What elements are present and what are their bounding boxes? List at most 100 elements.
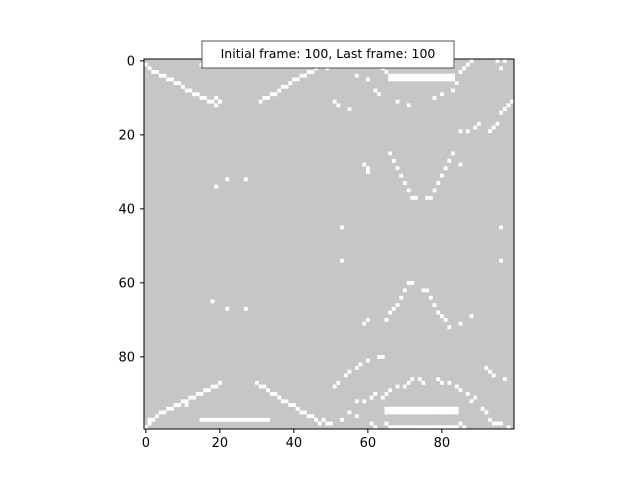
heatmap-cell — [214, 417, 219, 422]
heatmap-cell — [354, 399, 359, 404]
heatmap-cell — [417, 377, 422, 382]
heatmap-cell — [303, 73, 307, 78]
heatmap-cell — [366, 318, 370, 322]
heatmap-cell — [410, 195, 415, 200]
heatmap-cell — [203, 417, 208, 422]
heatmap-cell — [247, 417, 252, 422]
heatmap-cell — [284, 399, 289, 404]
heatmap-cell — [354, 366, 359, 370]
heatmap-cell — [373, 392, 378, 396]
heatmap-cell — [288, 403, 293, 407]
heatmap-cell — [495, 59, 500, 63]
heatmap-cell — [440, 314, 444, 319]
heatmap-cell — [417, 410, 422, 415]
heatmap-cell — [414, 425, 418, 430]
heatmap-cell — [443, 410, 448, 415]
heatmap-cell — [292, 403, 296, 407]
heatmap-cell — [188, 88, 193, 93]
heatmap-cell — [325, 421, 330, 426]
heatmap-cell — [395, 384, 400, 389]
heatmap-cell — [332, 384, 337, 389]
heatmap-cell — [440, 425, 444, 430]
heatmap-cell — [436, 181, 441, 185]
heatmap-cell — [491, 421, 496, 426]
heatmap-cell — [440, 406, 444, 411]
heatmap-cell — [510, 99, 515, 104]
heatmap-cell — [432, 406, 437, 411]
heatmap-cell — [432, 96, 437, 100]
heatmap-cell — [428, 73, 433, 78]
heatmap-cell — [369, 395, 374, 400]
heatmap-cell — [425, 406, 430, 411]
heatmap-cell — [384, 410, 389, 415]
heatmap-cell — [155, 70, 159, 74]
heatmap-cell — [432, 303, 437, 308]
heatmap-cell — [436, 410, 441, 415]
heatmap-cell — [251, 417, 256, 422]
heatmap-cell — [410, 281, 415, 285]
heatmap-cell — [506, 103, 511, 108]
heatmap-cell — [410, 425, 415, 430]
heatmap-cell — [384, 406, 389, 411]
heatmap-cell — [451, 406, 455, 411]
heatmap-cell — [181, 84, 185, 89]
heatmap-cell — [399, 73, 404, 78]
heatmap-cell — [391, 410, 396, 415]
heatmap-cell — [358, 362, 363, 367]
heatmap-cell — [417, 73, 422, 78]
heatmap-cell — [225, 177, 230, 182]
heatmap-cell — [273, 392, 278, 396]
heatmap-cell — [329, 421, 333, 426]
heatmap-cell — [440, 410, 444, 415]
heatmap-cell — [410, 406, 415, 411]
heatmap-cell — [399, 406, 404, 411]
heatmap-cell — [414, 73, 418, 78]
heatmap-cell — [406, 425, 411, 430]
heatmap-cell — [151, 70, 156, 74]
heatmap-cell — [321, 417, 326, 422]
x-tick-label: 60 — [360, 436, 377, 451]
heatmap-cell — [266, 388, 270, 393]
x-tick-label: 80 — [434, 436, 451, 451]
heatmap-cell — [214, 103, 219, 108]
annotation-text: Initial frame: 100, Last frame: 100 — [221, 46, 436, 61]
annotation-box: Initial frame: 100, Last frame: 100 — [201, 40, 455, 69]
heatmap-cell — [236, 417, 241, 422]
heatmap-cell — [465, 392, 470, 396]
heatmap-cell — [395, 166, 400, 171]
heatmap-cell — [484, 410, 489, 415]
heatmap-cell — [432, 77, 437, 82]
heatmap-cell — [469, 59, 474, 63]
heatmap-cell — [399, 410, 404, 415]
heatmap-cell — [417, 406, 422, 411]
heatmap-cell — [173, 81, 178, 86]
heatmap-cell — [447, 380, 452, 385]
heatmap-cell — [391, 158, 396, 163]
heatmap-cell — [447, 406, 452, 411]
x-tick-label: 40 — [286, 436, 303, 451]
heatmap-cell — [473, 395, 478, 400]
heatmap-cell — [373, 425, 378, 430]
heatmap-cell — [406, 406, 411, 411]
heatmap-cell — [421, 406, 426, 411]
heatmap-cell — [366, 170, 370, 174]
heatmap-cell — [299, 73, 304, 78]
heatmap-cell — [369, 421, 374, 426]
heatmap-cell — [469, 399, 474, 404]
heatmap-cell — [432, 73, 437, 78]
heatmap-cell — [414, 406, 418, 411]
heatmap-cell — [451, 73, 455, 78]
heatmap-cell — [391, 425, 396, 430]
heatmap-cell — [366, 358, 370, 363]
heatmap-cell — [421, 288, 426, 293]
heatmap-cell — [495, 121, 500, 126]
heatmap-cell — [447, 410, 452, 415]
heatmap-cell — [425, 410, 430, 415]
heatmap-cell — [340, 225, 344, 230]
heatmap-cell — [491, 125, 496, 130]
heatmap-cell — [410, 377, 415, 382]
heatmap-cell — [502, 59, 507, 63]
heatmap-cell — [465, 129, 470, 134]
y-tick-label: 20 — [118, 128, 135, 143]
